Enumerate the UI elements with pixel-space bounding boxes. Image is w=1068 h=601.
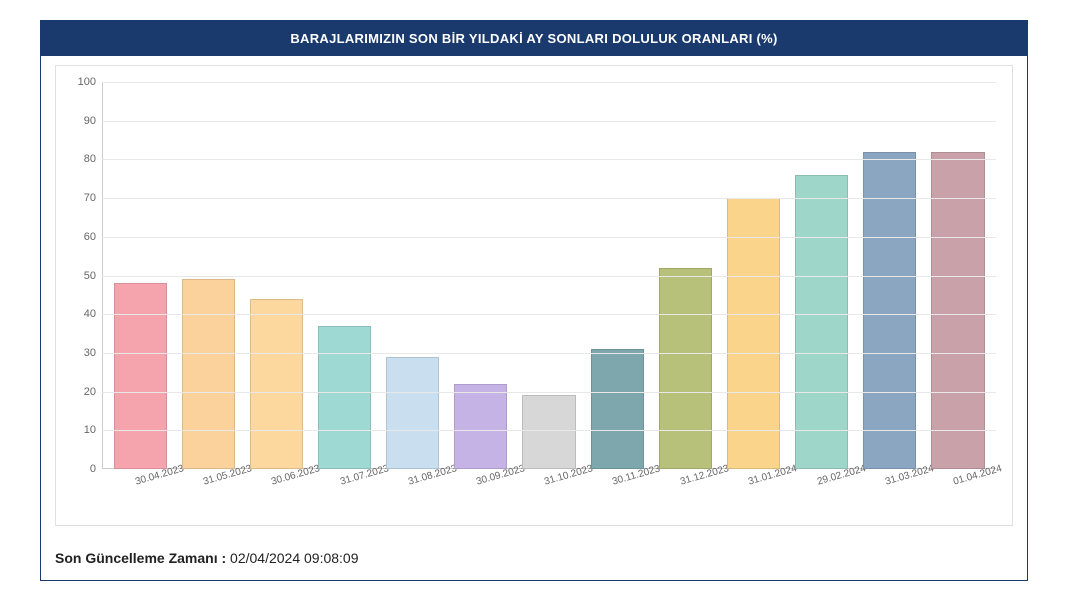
- grid-line: [102, 82, 996, 83]
- update-value: 02/04/2024 09:08:09: [230, 550, 358, 566]
- grid-line: [102, 392, 996, 393]
- bar: [659, 268, 712, 469]
- grid-line: [102, 430, 996, 431]
- grid-line: [102, 353, 996, 354]
- plot-area: 30.04.202331.05.202330.06.202331.07.2023…: [102, 82, 996, 469]
- bar: [250, 299, 303, 469]
- bar: [727, 198, 780, 469]
- y-tick-label: 0: [90, 463, 96, 475]
- grid-line: [102, 237, 996, 238]
- y-tick-label: 20: [84, 386, 96, 398]
- y-tick-label: 30: [84, 347, 96, 359]
- grid-line: [102, 159, 996, 160]
- bar: [318, 326, 371, 469]
- bar: [182, 279, 235, 469]
- grid-line: [102, 198, 996, 199]
- y-tick-label: 70: [84, 192, 96, 204]
- bar: [931, 152, 984, 469]
- chart-frame: BARAJLARIMIZIN SON BİR YILDAKİ AY SONLAR…: [40, 20, 1028, 581]
- y-tick-label: 80: [84, 153, 96, 165]
- grid-line: [102, 121, 996, 122]
- y-tick-label: 50: [84, 270, 96, 282]
- update-label: Son Güncelleme Zamanı :: [55, 550, 226, 566]
- y-tick-label: 100: [78, 76, 96, 88]
- bar: [522, 395, 575, 469]
- y-tick-label: 10: [84, 424, 96, 436]
- bar: [386, 357, 439, 469]
- y-tick-label: 90: [84, 115, 96, 127]
- update-timestamp: Son Güncelleme Zamanı : 02/04/2024 09:08…: [55, 550, 359, 566]
- grid-line: [102, 276, 996, 277]
- y-tick-label: 40: [84, 308, 96, 320]
- bar: [591, 349, 644, 469]
- bar: [454, 384, 507, 469]
- bar: [863, 152, 916, 469]
- grid-line: [102, 314, 996, 315]
- chart-title: BARAJLARIMIZIN SON BİR YILDAKİ AY SONLAR…: [41, 21, 1027, 56]
- chart-area: 30.04.202331.05.202330.06.202331.07.2023…: [55, 65, 1013, 526]
- bar: [114, 283, 167, 469]
- y-tick-label: 60: [84, 231, 96, 243]
- bar: [795, 175, 848, 469]
